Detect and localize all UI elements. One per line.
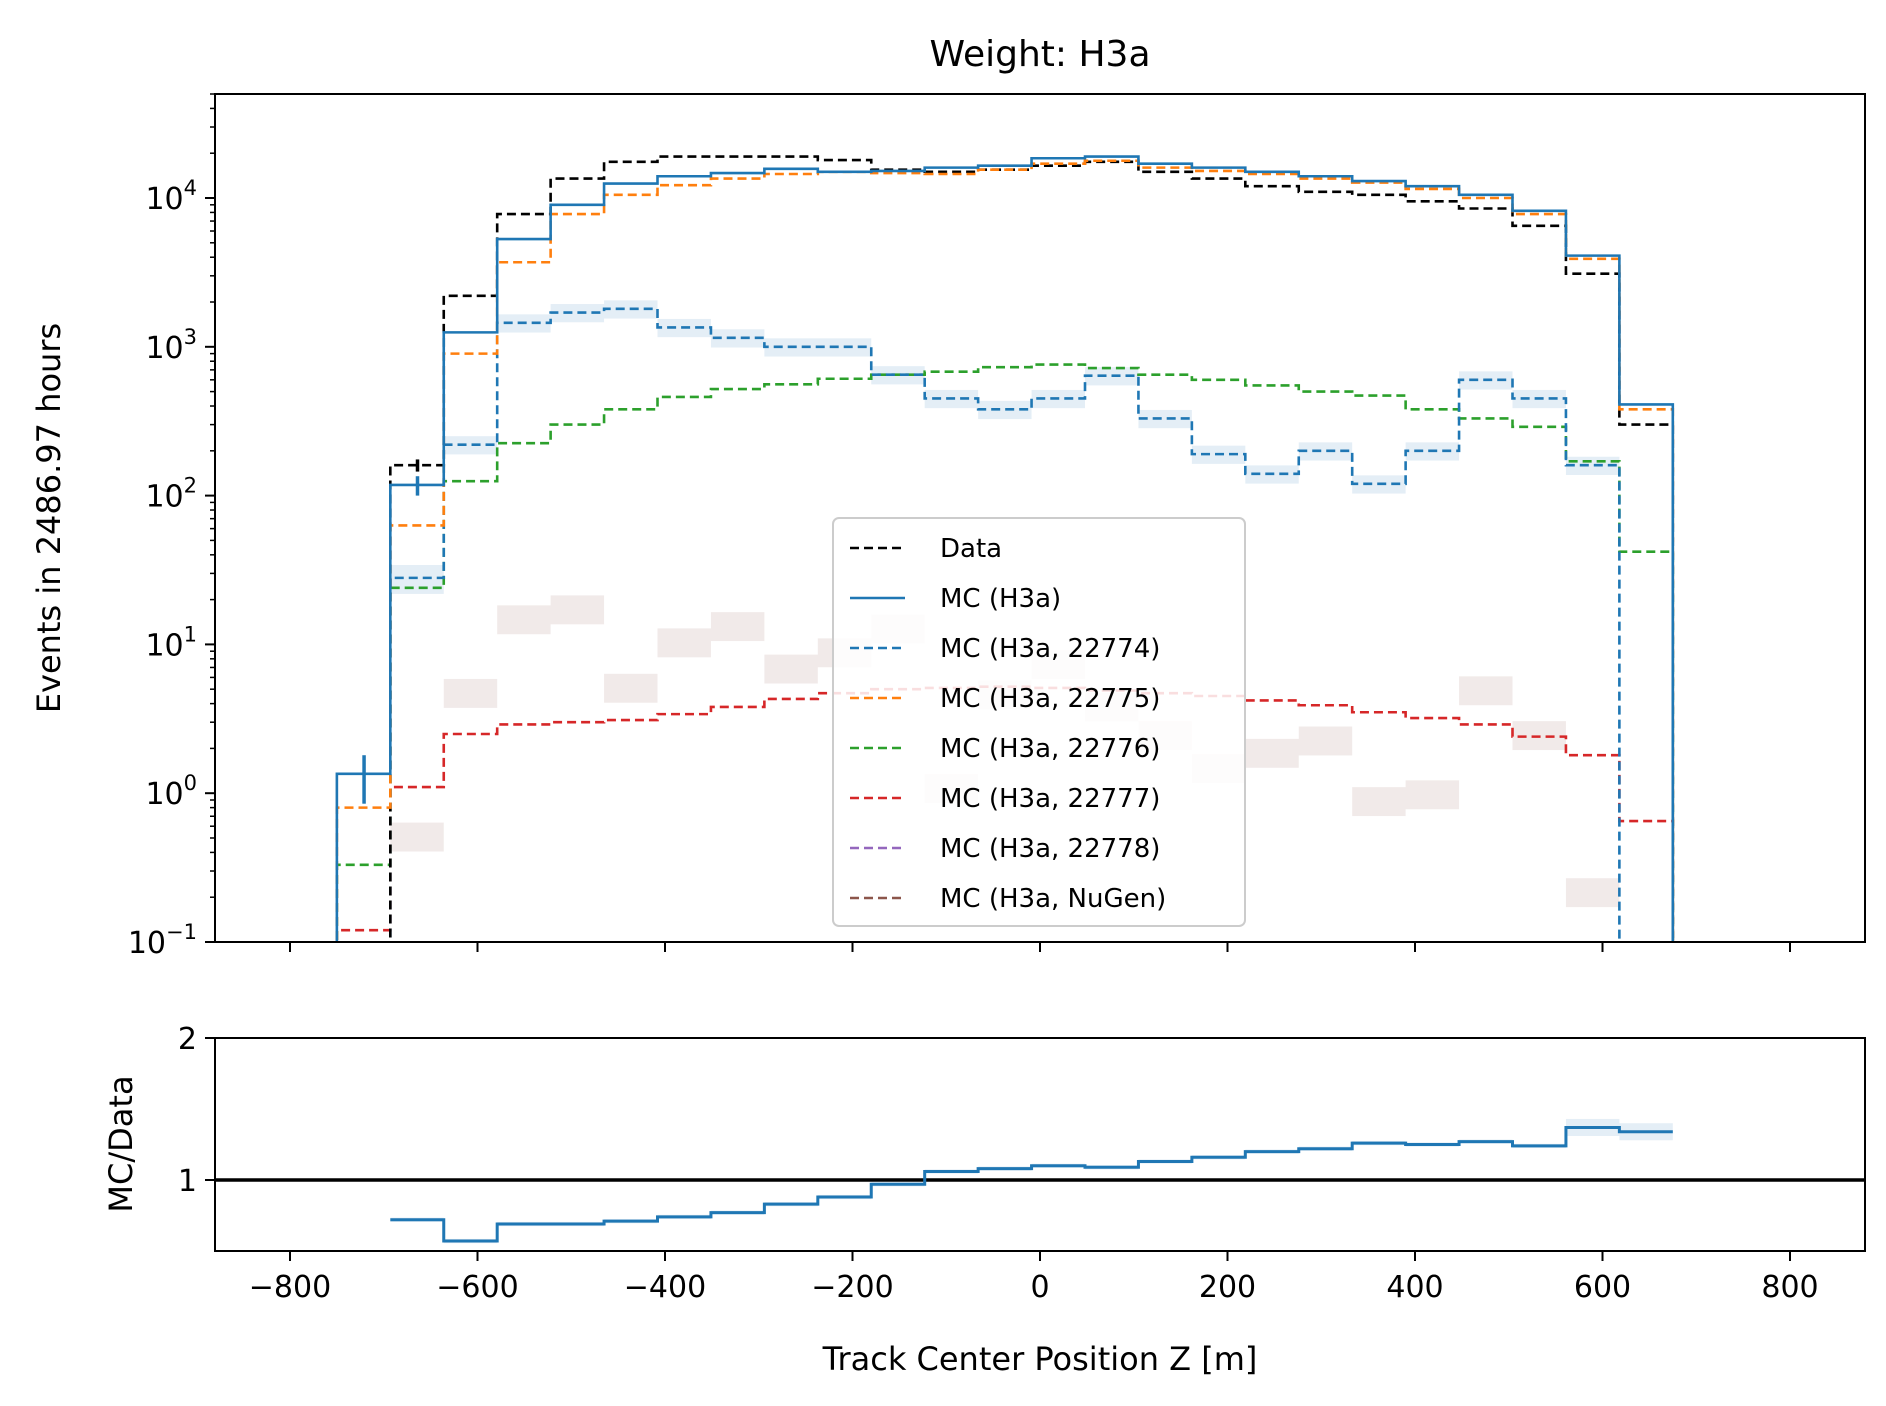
legend-label-5: MC (H3a, 22777) [940, 784, 1160, 814]
main-y-ticks: 104 103 102 101 100 10−1 [128, 93, 215, 961]
x-tick-label-6: 400 [1386, 1270, 1443, 1305]
band-2-12 [978, 400, 1032, 420]
band-7-4 [550, 595, 605, 625]
legend-label-0: Data [940, 534, 1002, 564]
legend-label-1: MC (H3a) [940, 584, 1061, 614]
x-axis-label: Track Center Position Z [m] [822, 1340, 1258, 1378]
band-7-7 [710, 612, 765, 642]
series-line-4 [335, 363, 1675, 942]
band-2-7 [710, 329, 765, 348]
band-2-18 [1298, 442, 1353, 461]
legend: Data MC (H3a) MC (H3a, 22774) MC (H3a, 2277… [832, 517, 1246, 927]
band-7-19 [1352, 787, 1406, 817]
y-tick-label-5: 10−1 [128, 920, 197, 961]
band-7-18 [1298, 726, 1353, 756]
legend-label-3: MC (H3a, 22775) [940, 684, 1160, 714]
x-tick-label-7: 600 [1574, 1270, 1631, 1305]
y-tick-label-1: 103 [145, 325, 197, 366]
x-tick-label-1: −600 [436, 1270, 518, 1305]
legend-label-6: MC (H3a, 22778) [940, 834, 1160, 864]
band-7-1 [390, 822, 444, 852]
legend-label-4: MC (H3a, 22776) [940, 734, 1160, 764]
ratio-series-line [390, 1125, 1673, 1243]
chart-title: Weight: H3a [929, 34, 1150, 75]
main-x-ticks [289, 942, 1791, 952]
band-2-23 [1565, 456, 1620, 475]
band-7-20 [1405, 780, 1460, 810]
ratio-y-ticks: 21 [178, 1022, 215, 1199]
band-7-8 [764, 654, 818, 684]
band-2-15 [1138, 409, 1192, 429]
band-7-21 [1459, 676, 1513, 706]
x-tick-label-0: −800 [249, 1270, 331, 1305]
band-7-6 [657, 628, 711, 658]
legend-box [832, 517, 1246, 927]
band-2-4 [550, 304, 605, 323]
ratio-y-axis-label: MC/Data [102, 1075, 140, 1212]
legend-label-2: MC (H3a, 22774) [940, 634, 1160, 664]
ratio-x-ticks: −800 −600 −400 −200 0 200 400 600 800 [249, 1251, 1819, 1305]
ratio-panel: 21 −800 −600 −400 −200 0 200 400 600 800 MC/Data… [102, 1022, 1866, 1378]
y-tick-label-2: 102 [145, 474, 197, 515]
main-series-lines [335, 155, 1675, 942]
ratio-y-tick-label-0: 2 [178, 1022, 197, 1057]
band-2-2 [443, 436, 498, 455]
band-7-23 [1565, 878, 1620, 908]
x-tick-label-2: −400 [624, 1270, 706, 1305]
y-tick-label-4: 100 [145, 771, 197, 812]
series-line-1 [335, 155, 1675, 942]
y-tick-label-0: 104 [145, 176, 197, 217]
y-tick-label-3: 101 [145, 622, 197, 663]
x-tick-label-4: 0 [1030, 1270, 1049, 1305]
y-axis-label: Events in 2486.97 hours [30, 323, 68, 713]
x-tick-label-3: −200 [811, 1270, 893, 1305]
x-tick-label-8: 800 [1761, 1270, 1818, 1305]
band-7-2 [443, 678, 498, 708]
band-7-3 [497, 605, 551, 635]
series-line-2 [389, 307, 1621, 942]
band-7-17 [1245, 738, 1299, 768]
band-2-1 [390, 565, 444, 594]
band-7-5 [604, 673, 658, 703]
x-tick-label-5: 200 [1199, 1270, 1256, 1305]
legend-label-7: MC (H3a, NuGen) [940, 884, 1166, 914]
ratio-y-tick-label-1: 1 [178, 1164, 197, 1199]
